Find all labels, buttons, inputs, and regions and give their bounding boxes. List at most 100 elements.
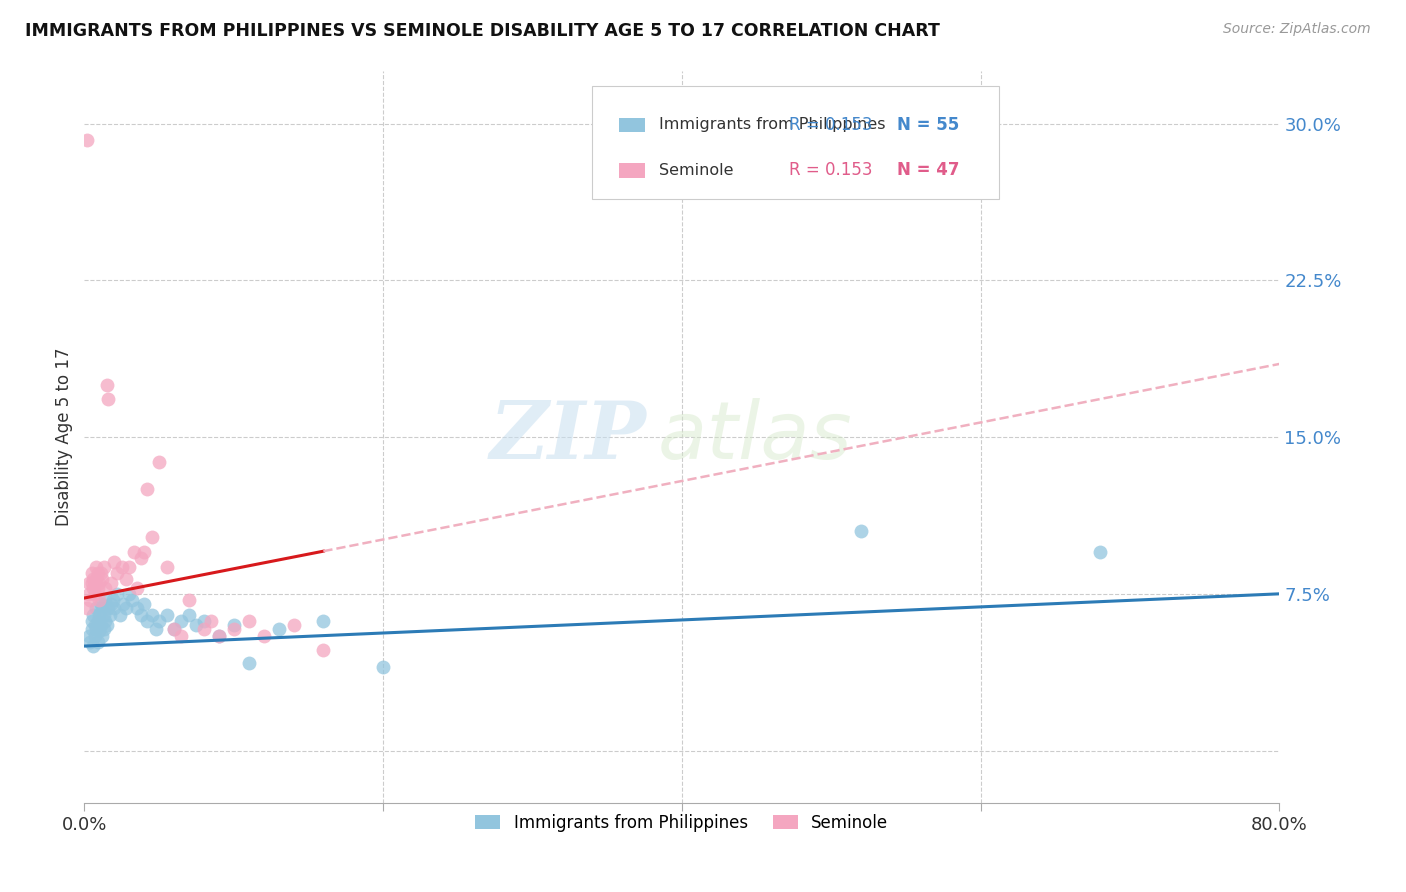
Point — [129, 551, 152, 566]
Text: N = 47: N = 47 — [897, 161, 959, 179]
Point — [80, 576, 103, 591]
Point — [193, 623, 215, 637]
Point — [122, 545, 145, 559]
Point — [86, 623, 108, 637]
Point — [141, 607, 163, 622]
Point — [96, 377, 118, 392]
Point — [118, 559, 141, 574]
Point — [111, 559, 134, 574]
FancyBboxPatch shape — [619, 163, 645, 178]
Point — [89, 576, 111, 591]
Point — [177, 593, 200, 607]
FancyBboxPatch shape — [619, 118, 645, 132]
Point — [155, 559, 177, 574]
Point — [222, 623, 245, 637]
Point — [76, 601, 98, 615]
Point — [76, 133, 98, 147]
Point — [83, 587, 105, 601]
Point — [121, 593, 143, 607]
Point — [87, 635, 110, 649]
Point — [115, 601, 138, 615]
Point — [94, 614, 117, 628]
Point — [373, 660, 395, 674]
Point — [87, 614, 110, 628]
Point — [97, 392, 120, 407]
Point — [77, 629, 100, 643]
Point — [100, 597, 122, 611]
Text: Source: ZipAtlas.com: Source: ZipAtlas.com — [1223, 22, 1371, 37]
Point — [98, 607, 121, 622]
Point — [129, 607, 152, 622]
Point — [136, 483, 159, 497]
Point — [83, 618, 105, 632]
Point — [312, 643, 335, 657]
Text: atlas: atlas — [658, 398, 853, 476]
Point — [186, 618, 208, 632]
Point — [105, 566, 128, 580]
Point — [77, 587, 100, 601]
Point — [89, 607, 111, 622]
Point — [94, 593, 117, 607]
Point — [200, 614, 222, 628]
Legend: Immigrants from Philippines, Seminole: Immigrants from Philippines, Seminole — [468, 807, 896, 838]
Point — [94, 581, 117, 595]
Point — [93, 623, 115, 637]
Point — [83, 629, 105, 643]
Text: ZIP: ZIP — [489, 399, 647, 475]
Point — [100, 576, 122, 591]
Text: N = 55: N = 55 — [897, 116, 959, 134]
Point — [86, 572, 108, 586]
Point — [97, 601, 120, 615]
Point — [163, 623, 186, 637]
Point — [87, 581, 110, 595]
Point — [112, 597, 135, 611]
Point — [267, 623, 290, 637]
Point — [851, 524, 873, 538]
Point — [82, 572, 104, 586]
Y-axis label: Disability Age 5 to 17: Disability Age 5 to 17 — [55, 348, 73, 526]
Point — [93, 607, 115, 622]
Point — [208, 629, 231, 643]
Point — [89, 624, 111, 639]
Point — [125, 581, 148, 595]
Point — [91, 601, 114, 615]
Point — [83, 576, 105, 591]
Point — [110, 607, 132, 622]
Point — [80, 614, 103, 628]
Point — [101, 593, 124, 607]
Point — [170, 614, 193, 628]
Point — [82, 581, 104, 595]
Point — [155, 607, 177, 622]
Point — [132, 545, 156, 559]
Point — [312, 614, 335, 628]
Point — [90, 566, 112, 580]
Point — [1090, 545, 1112, 559]
Point — [177, 607, 200, 622]
Point — [80, 623, 103, 637]
Point — [90, 618, 112, 632]
Point — [148, 614, 170, 628]
Point — [91, 629, 114, 643]
Point — [222, 618, 245, 632]
Point — [163, 623, 186, 637]
Point — [89, 593, 111, 607]
Point — [86, 601, 108, 615]
Point — [91, 572, 114, 586]
Point — [141, 530, 163, 544]
Point — [80, 566, 103, 580]
Point — [238, 614, 260, 628]
Text: R = 0.153: R = 0.153 — [790, 161, 873, 179]
Text: Seminole: Seminole — [659, 163, 734, 178]
Point — [125, 601, 148, 615]
Point — [253, 629, 276, 643]
Point — [170, 629, 193, 643]
Point — [115, 572, 138, 586]
Point — [77, 576, 100, 591]
Point — [105, 587, 128, 601]
Point — [82, 607, 104, 622]
Point — [82, 639, 104, 653]
Point — [90, 597, 112, 611]
Text: R = 0.153: R = 0.153 — [790, 116, 873, 134]
Point — [136, 614, 159, 628]
Point — [93, 559, 115, 574]
